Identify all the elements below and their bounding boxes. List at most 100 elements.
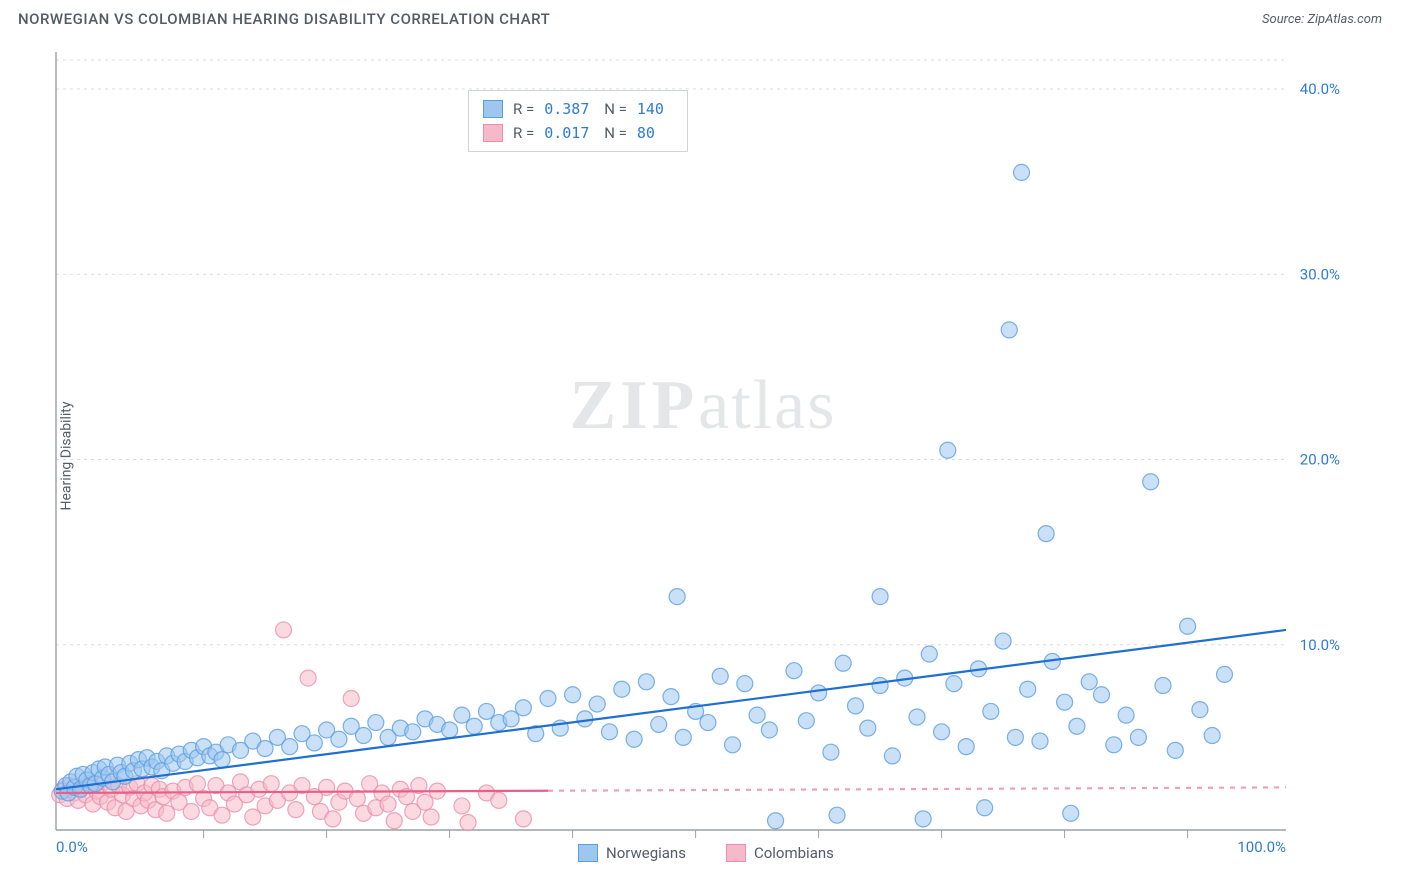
data-point	[386, 813, 402, 829]
data-point	[737, 676, 753, 692]
data-point	[1014, 164, 1030, 180]
data-point	[1001, 322, 1017, 338]
source-link[interactable]: ZipAtlas.com	[1307, 12, 1382, 27]
data-point	[479, 703, 495, 719]
data-point	[214, 807, 230, 823]
chart-title: NORWEGIAN VS COLOMBIAN HEARING DISABILIT…	[18, 10, 550, 28]
data-point	[515, 700, 531, 716]
data-point	[614, 681, 630, 697]
data-point	[423, 809, 439, 825]
data-point	[884, 748, 900, 764]
data-point	[915, 811, 931, 827]
data-point	[638, 674, 654, 690]
data-point	[1143, 474, 1159, 490]
data-point	[282, 739, 298, 755]
n-label: N =	[604, 121, 627, 145]
r-value: 0.387	[544, 97, 594, 121]
series-swatch	[483, 124, 503, 142]
data-point	[958, 739, 974, 755]
data-point	[626, 731, 642, 747]
data-point	[349, 791, 365, 807]
data-point	[257, 740, 273, 756]
data-point	[214, 752, 230, 768]
data-point	[749, 707, 765, 723]
trend-line-dashed	[548, 787, 1286, 790]
data-point	[454, 798, 470, 814]
data-point	[515, 811, 531, 827]
data-point	[675, 729, 691, 745]
data-point	[491, 792, 507, 808]
stats-row: R =0.387N =140	[483, 97, 673, 121]
svg-text:0.0%: 0.0%	[56, 838, 88, 852]
stats-row: R =0.017N =80	[483, 121, 673, 145]
svg-text:40.0%: 40.0%	[1300, 80, 1340, 98]
data-point	[940, 442, 956, 458]
data-point	[1155, 678, 1171, 694]
data-point	[503, 711, 519, 727]
series-swatch	[483, 100, 503, 118]
data-point	[761, 722, 777, 738]
data-point	[921, 646, 937, 662]
data-point	[306, 735, 322, 751]
data-point	[1020, 681, 1036, 697]
data-point	[589, 696, 605, 712]
data-point	[1063, 805, 1079, 821]
data-point	[466, 718, 482, 734]
data-point	[1180, 618, 1196, 634]
data-point	[768, 813, 784, 829]
data-point	[460, 815, 476, 831]
data-point	[700, 715, 716, 731]
data-point	[1192, 702, 1208, 718]
data-point	[1118, 707, 1134, 723]
data-point	[288, 802, 304, 818]
data-point	[983, 703, 999, 719]
trend-line	[56, 630, 1286, 789]
data-point	[1057, 694, 1073, 710]
data-point	[860, 720, 876, 736]
data-point	[189, 776, 205, 792]
data-point	[1167, 742, 1183, 758]
legend-swatch	[578, 844, 598, 862]
data-point	[823, 744, 839, 760]
data-point	[325, 811, 341, 827]
data-point	[1130, 729, 1146, 745]
y-axis-label: Hearing Disability	[58, 402, 74, 511]
svg-text:30.0%: 30.0%	[1300, 265, 1340, 283]
data-point	[1032, 733, 1048, 749]
data-point	[934, 724, 950, 740]
data-point	[577, 711, 593, 727]
data-point	[829, 807, 845, 823]
data-point	[946, 676, 962, 692]
data-point	[183, 803, 199, 819]
data-point	[380, 796, 396, 812]
r-label: R =	[513, 97, 534, 121]
data-point	[872, 678, 888, 694]
data-point	[602, 724, 618, 740]
svg-text:100.0%: 100.0%	[1237, 838, 1286, 852]
data-point	[798, 713, 814, 729]
legend-label: Colombians	[754, 844, 834, 862]
data-point	[356, 728, 372, 744]
r-label: R =	[513, 121, 534, 145]
correlation-stats-box: R =0.387N =140R =0.017N =80	[468, 90, 688, 152]
data-point	[651, 716, 667, 732]
data-point	[540, 690, 556, 706]
series-legend: NorwegiansColombians	[578, 844, 834, 862]
data-point	[725, 737, 741, 753]
data-point	[848, 698, 864, 714]
data-point	[331, 731, 347, 747]
data-point	[245, 809, 261, 825]
legend-item: Colombians	[726, 844, 834, 862]
data-point	[159, 805, 175, 821]
data-point	[1094, 687, 1110, 703]
data-point	[300, 670, 316, 686]
data-point	[1106, 737, 1122, 753]
svg-text:20.0%: 20.0%	[1300, 451, 1340, 469]
data-point	[712, 668, 728, 684]
data-point	[663, 689, 679, 705]
data-point	[977, 800, 993, 816]
data-point	[786, 663, 802, 679]
data-point	[442, 722, 458, 738]
svg-text:10.0%: 10.0%	[1300, 636, 1340, 654]
legend-swatch	[726, 844, 746, 862]
